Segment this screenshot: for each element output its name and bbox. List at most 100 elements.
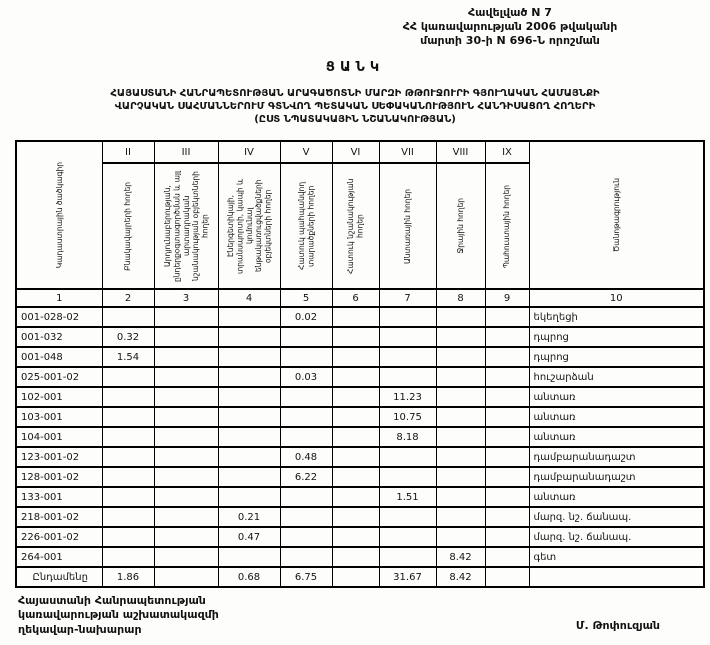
area-value-cell	[217, 466, 281, 489]
area-value-cell	[331, 486, 380, 509]
signatory-title-line: ղեկավար-նախարար	[18, 622, 142, 636]
area-value-cell	[435, 466, 486, 489]
subtitle-line: (ԸՍՏ ՆՊԱՏԱԿԱՅԻՆ ՆՇԱՆԱԿՈՒԹՅԱՆ)	[254, 114, 456, 126]
header-label: Հատուկ նշանակության հողեր	[346, 178, 365, 274]
header-industrial-lands: Արդյունաբերության, ընդերքօգտագործման և ա…	[153, 162, 219, 291]
area-value-cell	[435, 346, 486, 369]
area-value-cell	[331, 366, 380, 389]
area-value-cell	[378, 366, 437, 389]
page-title: ՑԱՆԿ	[325, 60, 385, 76]
column-number: 4	[217, 288, 281, 309]
area-value-cell: 8.18	[378, 426, 437, 449]
header-protected-lands: Հատուկ պահպանվող տարածքների հողեր	[279, 162, 333, 291]
cadastral-code-cell: 001-048	[15, 346, 103, 369]
header-label: Պահուստային հողեր	[502, 184, 512, 268]
header-label: Էներգետիկայի, տրանսպորտի, կապի և կոմունա…	[225, 178, 273, 274]
area-value-cell	[484, 426, 530, 449]
area-value-cell	[484, 566, 530, 589]
cadastral-code-cell: 226-001-02	[15, 526, 103, 549]
label-row: Բնակավայրերի հողեր Արդյունաբերության, ըն…	[16, 162, 704, 291]
signature-block: Հայաստանի Հանրապետության կառավարության ա…	[18, 594, 700, 637]
header-reserve-lands: Պահուստային հողեր	[484, 162, 530, 291]
cadastral-code-cell: 025-001-02	[15, 366, 103, 389]
area-value-cell: 0.68	[217, 566, 281, 589]
area-value-cell	[153, 306, 219, 329]
area-value-cell	[435, 446, 486, 469]
area-value-cell	[484, 466, 530, 489]
area-value-cell	[435, 386, 486, 409]
header-label: Ջրային հողեր	[455, 198, 465, 255]
note-cell	[528, 566, 705, 589]
area-value-cell	[101, 426, 155, 449]
header-infrastructure-lands: Էներգետիկայի, տրանսպորտի, կապի և կոմունա…	[217, 162, 281, 291]
column-number-row: 1 2 3 4 5 6 7 8 9 10	[15, 288, 705, 309]
area-value-cell	[484, 506, 530, 529]
area-value-cell	[217, 426, 281, 449]
column-number: 3	[153, 288, 219, 309]
total-row: Ընդամենը 1.86 0.68 6.75 31.67 8.42	[15, 566, 705, 589]
area-value-cell	[484, 406, 530, 429]
cadastral-code-cell: 001-028-02	[15, 306, 103, 329]
cadastral-code-cell: 218-001-02	[15, 506, 103, 529]
area-value-cell	[378, 306, 437, 329]
header-label: Ծանոթագրություն	[611, 178, 621, 253]
area-value-cell	[331, 346, 380, 369]
area-value-cell	[279, 546, 333, 569]
area-value-cell	[378, 326, 437, 349]
note-cell: դպրոց	[528, 346, 705, 369]
subtitle-line: ՎԱՐՉԱԿԱՆ ՍԱՀՄԱՆՆԵՐՈՒՄ ԳՏՆՎՈՂ ՊԵՏԱԿԱՆ ՍԵՓ…	[114, 101, 596, 113]
area-value-cell	[484, 306, 530, 329]
header-cadastral-code: Կադաստրային ծածկագիր	[15, 140, 103, 291]
note-cell: մարզ. նշ. ճանապ.	[528, 526, 705, 549]
area-value-cell	[279, 486, 333, 509]
numeral-cell: VI	[331, 140, 380, 165]
area-value-cell	[153, 346, 219, 369]
subtitle-line: ՀԱՅԱՍՏԱՆԻ ՀԱՆՐԱՊԵՏՈՒԹՅԱՆ ԱՐԱԳԱԾՈՏՆԻ ՄԱՐԶ…	[110, 88, 600, 100]
area-value-cell: 0.32	[101, 326, 155, 349]
header-label: Արդյունաբերության, ընդերքօգտագործման և ա…	[162, 170, 210, 282]
area-value-cell	[378, 526, 437, 549]
area-value-cell: 11.23	[378, 386, 437, 409]
area-value-cell	[217, 346, 281, 369]
cadastral-code-cell: 104-001	[15, 426, 103, 449]
area-value-cell: 10.75	[378, 406, 437, 429]
signatory-title: Հայաստանի Հանրապետության կառավարության ա…	[18, 594, 219, 637]
area-value-cell	[331, 566, 380, 589]
header-label: Կադաստրային ծածկագիր	[54, 162, 64, 269]
numeral-cell: IX	[484, 140, 530, 165]
area-value-cell	[279, 526, 333, 549]
numeral-cell: VII	[378, 140, 437, 165]
area-value-cell	[153, 526, 219, 549]
total-label-cell: Ընդամենը	[15, 566, 103, 589]
area-value-cell	[435, 486, 486, 509]
area-value-cell	[101, 486, 155, 509]
note-cell: դպրոց	[528, 326, 705, 349]
area-value-cell	[484, 546, 530, 569]
area-value-cell	[153, 366, 219, 389]
column-number: 8	[435, 288, 486, 309]
area-value-cell	[101, 546, 155, 569]
column-number: 9	[484, 288, 530, 309]
area-value-cell	[484, 326, 530, 349]
header-special-lands: Հատուկ նշանակության հողեր	[331, 162, 380, 291]
area-value-cell	[279, 426, 333, 449]
area-value-cell: 1.51	[378, 486, 437, 509]
area-value-cell	[153, 326, 219, 349]
area-value-cell	[153, 566, 219, 589]
area-value-cell: 1.86	[101, 566, 155, 589]
signatory-title-line: Հայաստանի Հանրապետության	[18, 594, 206, 608]
header-label: Անտառային հողեր	[402, 188, 412, 264]
area-value-cell	[279, 506, 333, 529]
area-value-cell	[279, 386, 333, 409]
area-value-cell	[435, 306, 486, 329]
area-value-cell	[217, 326, 281, 349]
area-value-cell	[279, 346, 333, 369]
area-value-cell	[331, 406, 380, 429]
note-cell: եկեղեցի	[528, 306, 705, 329]
cadastral-code-cell: 001-032	[15, 326, 103, 349]
cadastral-code-cell: 103-001	[15, 406, 103, 429]
area-value-cell: 0.21	[217, 506, 281, 529]
area-value-cell	[153, 426, 219, 449]
header-label: Բնակավայրերի հողեր	[123, 181, 133, 271]
header-residential-lands: Բնակավայրերի հողեր	[101, 162, 155, 291]
